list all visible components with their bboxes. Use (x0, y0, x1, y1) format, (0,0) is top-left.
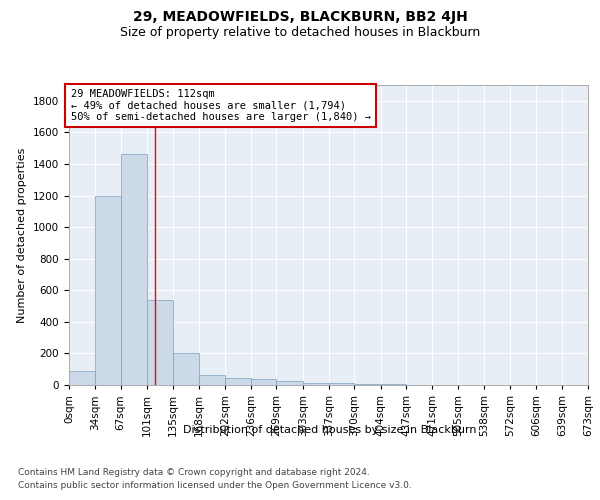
Bar (302, 382, 329, 385)
Text: Size of property relative to detached houses in Blackburn: Size of property relative to detached ho… (120, 26, 480, 39)
Text: Distribution of detached houses by size in Blackburn: Distribution of detached houses by size … (183, 425, 477, 435)
Text: 29 MEADOWFIELDS: 112sqm
← 49% of detached houses are smaller (1,794)
50% of semi: 29 MEADOWFIELDS: 112sqm ← 49% of detache… (71, 89, 371, 122)
Text: Contains HM Land Registry data © Crown copyright and database right 2024.: Contains HM Land Registry data © Crown c… (18, 468, 370, 477)
Bar (380, 384, 406, 385)
Bar (173, 352, 199, 385)
Y-axis label: Number of detached properties: Number of detached properties (17, 148, 28, 322)
Bar (251, 380, 277, 385)
Bar (329, 384, 355, 385)
Bar (95, 196, 121, 385)
Bar (277, 381, 302, 385)
Bar (69, 371, 95, 385)
Bar (121, 154, 147, 385)
Text: 29, MEADOWFIELDS, BLACKBURN, BB2 4JH: 29, MEADOWFIELDS, BLACKBURN, BB2 4JH (133, 10, 467, 24)
Bar (225, 378, 251, 385)
Bar (199, 374, 225, 385)
Bar (147, 300, 173, 385)
Text: Contains public sector information licensed under the Open Government Licence v3: Contains public sector information licen… (18, 480, 412, 490)
Bar (355, 384, 380, 385)
